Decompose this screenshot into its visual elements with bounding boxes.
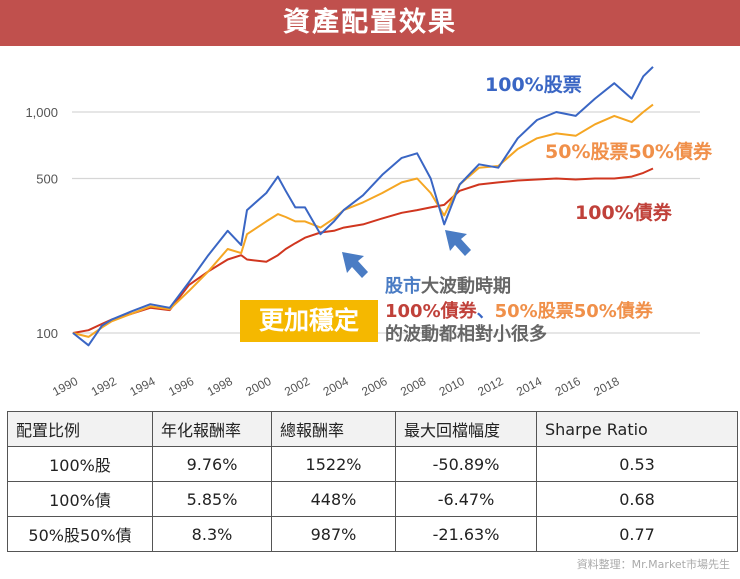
column-header: 年化報酬率 [152,411,272,447]
x-tick-label: 2006 [359,374,389,399]
cell: 1522% [271,446,396,482]
table-row: 100%股 9.76% 1522% -50.89% 0.53 [7,446,738,482]
legend-label-balanced: 50%股票50%債券 [545,141,712,163]
annotation-balanced: 50%股票50%債券 [494,301,653,322]
x-tick-label: 2014 [514,374,544,399]
cell: 0.53 [536,446,738,482]
x-tick-label: 1992 [89,374,119,399]
column-header: 最大回檔幅度 [395,411,537,447]
column-header: Sharpe Ratio [536,411,738,447]
series-line-0 [72,66,654,347]
x-tick-label: 2002 [282,374,312,399]
cell: -6.47% [395,481,537,517]
stats-table: 配置比例 年化報酬率 總報酬率 最大回檔幅度 Sharpe Ratio 100%… [7,411,738,552]
column-header: 配置比例 [7,411,153,447]
line-chart: 100 500 1,000 1990 1992 1994 1996 1998 2000 2002 2… [25,66,700,399]
table-header-row: 配置比例 年化報酬率 總報酬率 最大回檔幅度 Sharpe Ratio [7,411,738,447]
cell: 100%債 [7,481,153,517]
table-row: 50%股50%債 8.3% 987% -21.63% 0.77 [7,516,738,552]
cell: 0.68 [536,481,738,517]
annotation-line-3: 的波動都相對小很多 [385,324,547,345]
x-tick-label: 2000 [243,374,273,399]
x-tick-label: 2012 [475,374,505,399]
source-credit: 資料整理：Mr.Market市場先生 [576,558,730,571]
cell: -21.63% [395,516,537,552]
legend-label-stocks: 100%股票 [485,74,582,96]
y-tick-label: 100 [36,326,58,341]
cell: -50.89% [395,446,537,482]
x-tick-label: 2010 [437,374,467,399]
x-tick-label: 1994 [127,374,157,399]
x-tick-label: 1996 [166,374,196,399]
cell: 100%股 [7,446,153,482]
annotation-line-2: 100%債券、50%股票50%債券 [385,297,653,323]
annotation-stocks: 股市 [385,276,421,297]
annotation-sep: 、 [476,301,495,322]
cell: 9.76% [152,446,272,482]
x-tick-label: 1990 [50,374,80,399]
annotation-bonds: 100%債券 [385,301,477,322]
y-tick-label: 1,000 [25,105,58,120]
x-tick-label: 2018 [591,374,621,399]
arrow-icon [342,252,368,278]
cell: 0.77 [536,516,738,552]
x-tick-label: 1998 [205,374,235,399]
x-tick-label: 2004 [321,374,351,399]
cell: 448% [271,481,396,517]
cell: 987% [271,516,396,552]
cell: 50%股50%債 [7,516,153,552]
annotation-line-1: 股市大波動時期 [385,272,511,298]
arrow-icon [445,230,471,256]
legend-label-bonds: 100%債券 [575,202,672,224]
cell: 5.85% [152,481,272,517]
page-title: 資產配置效果 [0,0,740,46]
stable-label: 更加穩定 [240,300,378,342]
annotation-volatility: 大波動時期 [421,276,511,297]
table-row: 100%債 5.85% 448% -6.47% 0.68 [7,481,738,517]
column-header: 總報酬率 [271,411,396,447]
x-tick-label: 2008 [398,374,428,399]
x-tick-label: 2016 [553,374,583,399]
cell: 8.3% [152,516,272,552]
y-tick-label: 500 [36,172,58,187]
